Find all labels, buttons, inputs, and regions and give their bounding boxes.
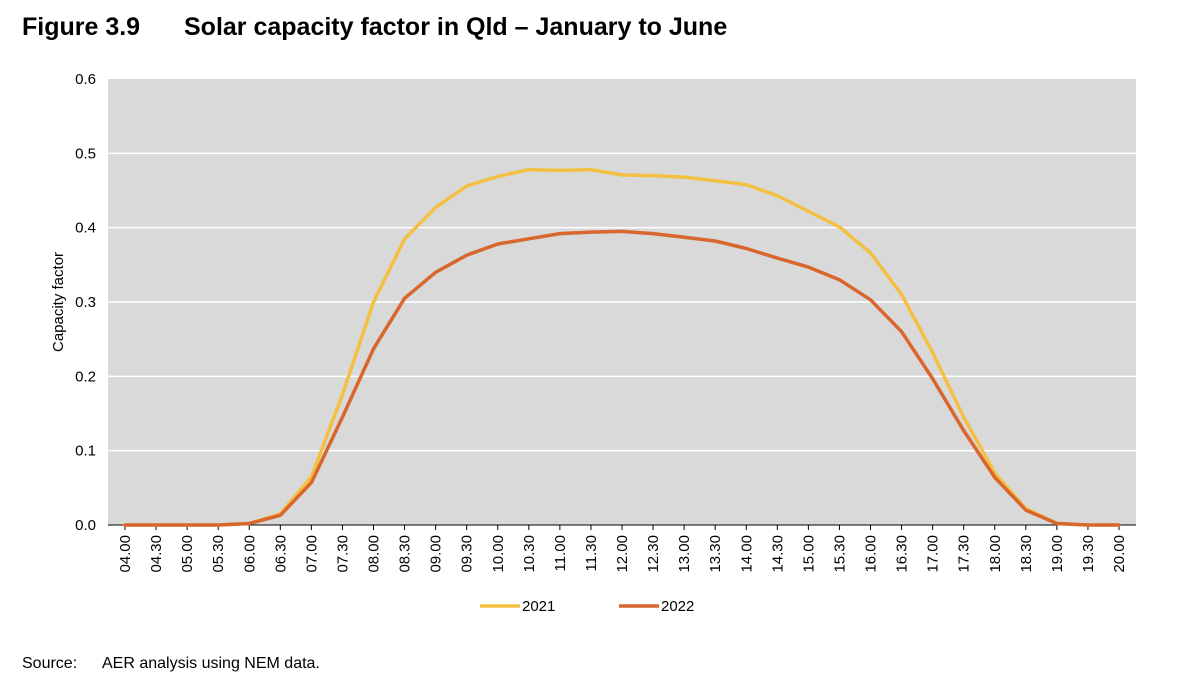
series-line-2022: [123, 229, 1121, 527]
x-tick-label: 12.00: [614, 535, 631, 573]
x-tick-label: 19.00: [1049, 535, 1066, 573]
series-line-2021: [123, 167, 1121, 527]
x-tick-label: 10.00: [490, 535, 507, 573]
x-tick-label: 18.00: [987, 535, 1004, 573]
legend-label-2022: 2022: [661, 598, 694, 615]
x-tick-label: 17.30: [956, 535, 973, 573]
x-tick-label: 07.00: [303, 535, 320, 573]
x-tick-label: 07.30: [334, 535, 351, 573]
source-note: Source: AER analysis using NEM data.: [22, 655, 320, 673]
y-axis-ticks: 0.0 0.1 0.2 0.3 0.4 0.5 0.6: [75, 71, 96, 534]
y-axis-label: Capacity factor: [50, 252, 67, 352]
x-tick-label: 14.30: [769, 535, 786, 573]
x-tick-label: 16.00: [863, 535, 880, 573]
x-tick-label: 18.30: [1018, 535, 1035, 573]
gridlines: [108, 152, 1136, 452]
x-tick-label: 08.30: [397, 535, 414, 573]
y-tick-label: 0.5: [75, 145, 96, 162]
x-tick-label: 13.00: [676, 535, 693, 573]
figure-header: Figure 3.9 Solar capacity factor in Qld …: [22, 10, 727, 44]
legend: 2021 2022: [480, 598, 694, 615]
x-tick-label: 19.30: [1080, 535, 1097, 573]
x-tick-label: 04.00: [117, 535, 134, 573]
x-tick-label: 20.00: [1111, 535, 1128, 573]
x-tick-label: 15.30: [831, 535, 848, 573]
x-tick-label: 13.30: [707, 535, 724, 573]
x-tick-label: 17.00: [925, 535, 942, 573]
x-tick-label: 06.30: [272, 535, 289, 573]
x-tick-label: 05.30: [210, 535, 227, 573]
legend-label-2021: 2021: [522, 598, 555, 615]
figure-number: Figure 3.9: [22, 12, 141, 41]
x-tick-label: 09.30: [459, 535, 476, 573]
y-tick-label: 0.0: [75, 517, 96, 534]
y-tick-label: 0.6: [75, 71, 96, 88]
x-tick-label: 10.30: [521, 535, 538, 573]
y-tick-label: 0.2: [75, 368, 96, 385]
y-tick-label: 0.3: [75, 294, 96, 311]
y-tick-label: 0.4: [75, 220, 96, 237]
source-text: AER analysis using NEM data.: [102, 655, 320, 672]
x-tick-label: 06.00: [241, 535, 258, 573]
x-axis-ticks: 04.00 04.30 05.00 05.30 06.00 06.30 07.00 07.30…: [108, 524, 1136, 573]
x-tick-label: 04.30: [148, 535, 165, 573]
x-tick-label: 14.00: [738, 535, 755, 573]
series-lines: [123, 167, 1121, 527]
x-tick-label: 08.00: [366, 535, 383, 573]
line-chart: 0.0 0.1 0.2 0.3 0.4 0.5 0.6 04.00 04.30 05.00 05.…: [50, 71, 1136, 615]
chart-title: Solar capacity factor in Qld – January t…: [184, 12, 728, 41]
x-tick-label: 11.00: [552, 535, 569, 571]
source-label: Source:: [22, 655, 78, 672]
y-tick-label: 0.1: [75, 443, 96, 460]
x-tick-label: 05.00: [179, 535, 196, 573]
x-tick-label: 12.30: [645, 535, 662, 573]
x-tick-label: 11.30: [583, 535, 600, 571]
x-tick-label: 09.00: [428, 535, 445, 573]
x-tick-label: 16.30: [894, 535, 911, 573]
x-tick-label: 15.00: [800, 535, 817, 573]
